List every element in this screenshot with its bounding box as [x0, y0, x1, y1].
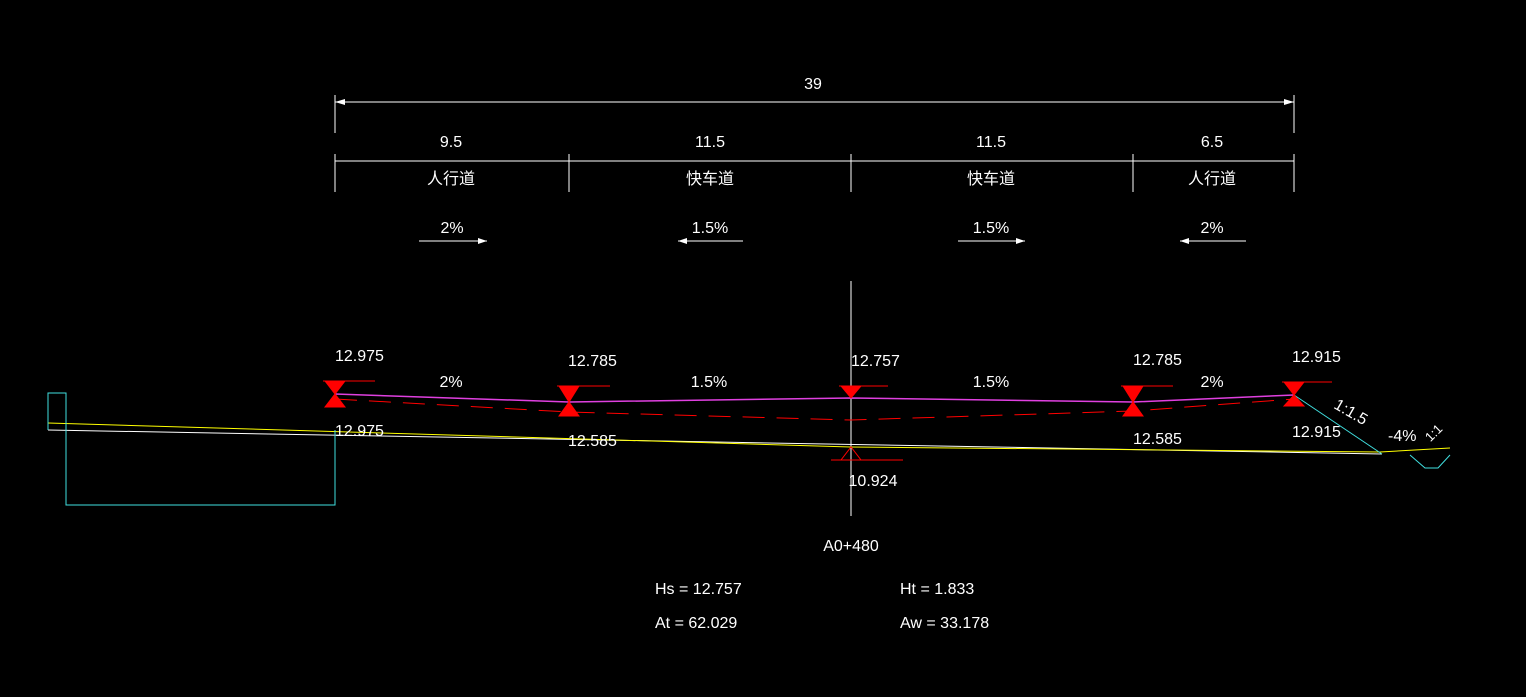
design-elevation: 12.975 — [335, 348, 384, 365]
line-crossfall: 2% — [1200, 374, 1223, 391]
line-crossfall: 1.5% — [691, 374, 727, 391]
design-line — [334, 393, 1295, 403]
structures — [47, 392, 1451, 506]
ground-elevation: 12.585 — [568, 433, 617, 450]
ground-elevation: 12.975 — [335, 423, 384, 440]
design-elevation: 12.785 — [1133, 352, 1182, 369]
design-elevation: 12.785 — [568, 353, 617, 370]
ground-line — [47, 422, 1451, 453]
crossfall: 1.5% — [973, 220, 1009, 237]
stat: Ht = 1.833 — [900, 581, 974, 598]
stat: Hs = 12.757 — [655, 581, 742, 598]
stat: At = 62.029 — [655, 615, 737, 632]
dim-segment: 11.5 — [695, 134, 725, 151]
arrows — [335, 99, 1294, 244]
dim-segment: 6.5 — [1201, 134, 1223, 151]
ground-elevation: 10.924 — [849, 473, 898, 490]
crossfall: 1.5% — [692, 220, 728, 237]
design-elevation: 12.915 — [1292, 349, 1341, 366]
dim-segment: 9.5 — [440, 134, 462, 151]
stat: Aw = 33.178 — [900, 615, 989, 632]
dim-total: 39 — [804, 76, 822, 93]
lane-label: 快车道 — [686, 170, 734, 188]
line-crossfall: 2% — [439, 374, 462, 391]
ditch-slope: -4% — [1388, 428, 1416, 445]
lane-label: 人行道 — [427, 170, 475, 188]
ground-elevation: 12.585 — [1133, 431, 1182, 448]
crossfall: 2% — [1200, 220, 1223, 237]
design-elevation: 12.757 — [851, 353, 900, 370]
line-crossfall: 1.5% — [973, 374, 1009, 391]
elevation-markers — [323, 380, 1332, 461]
station: A0+480 — [823, 538, 879, 555]
ground-elevation: 12.915 — [1292, 424, 1341, 441]
crossfall: 2% — [440, 220, 463, 237]
lane-label: 人行道 — [1188, 170, 1236, 188]
lane-label: 快车道 — [967, 170, 1015, 188]
dimension-lines — [47, 95, 1383, 516]
dim-segment: 11.5 — [976, 134, 1006, 151]
ditch-side: 1:1 — [1422, 421, 1445, 444]
subgrade-line — [334, 398, 1295, 421]
